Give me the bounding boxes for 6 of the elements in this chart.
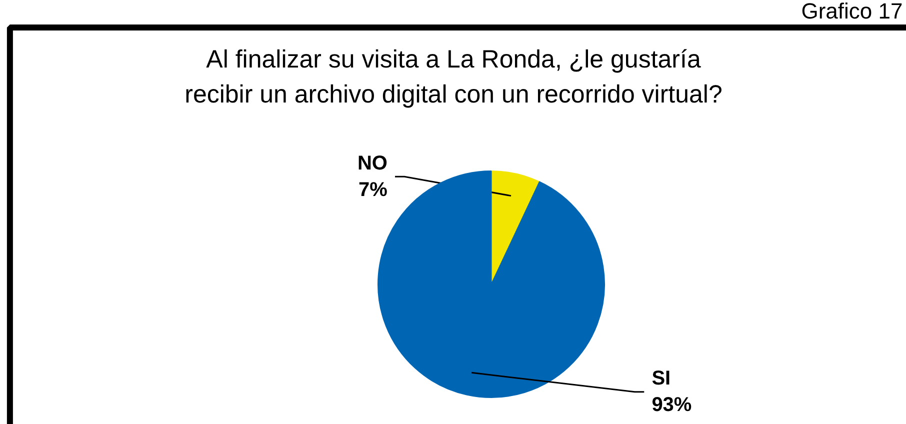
text: Grafico 17 bbox=[801, 0, 903, 24]
data-label: 93% bbox=[652, 394, 692, 416]
slice-label: SI bbox=[652, 368, 671, 390]
chart-title: Al finalizar su visita a La Ronda, ¿le gustaría recibir un archivo digital con un recorrido virtual? bbox=[184, 46, 722, 109]
slice-label: NO bbox=[357, 152, 388, 174]
data-label: 7% bbox=[358, 178, 388, 201]
